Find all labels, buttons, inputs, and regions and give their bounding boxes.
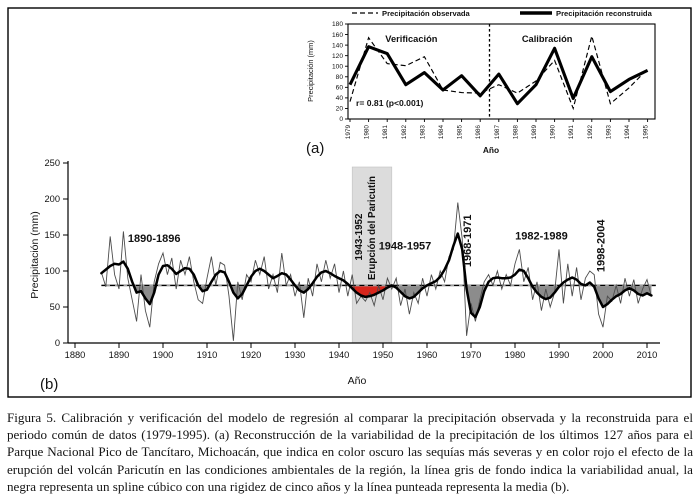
panel-b-x-tick-label: 1960 [417, 350, 438, 360]
drought-period-label: 1998-2004 [595, 219, 607, 272]
panel-b-y-tick-label: 50 [50, 302, 60, 312]
panel-a-x-axis: 1979 1980 1981 1982 1983 1984 1985 1986 1987 1988… [345, 119, 650, 139]
panel-a-y-tick-label: 140 [332, 42, 343, 49]
figure-svg: Precipitación observada Precipitación re… [7, 7, 692, 398]
panel-a-x-tick-label: 1983 [419, 125, 426, 140]
panel-b-x-tick-label: 1990 [549, 350, 570, 360]
panel-b-x-tick-label: 2000 [593, 350, 614, 360]
drought-period-label: 1968-1971 [462, 214, 474, 267]
panel-a-x-tick-label: 1991 [568, 125, 575, 140]
panel-b-y-axis-title: Precipitación (mm) [29, 211, 41, 299]
observed-precipitation-line [349, 33, 649, 111]
panel-a-y-axis-title: Precipitación (mm) [306, 40, 315, 102]
panel-b-x-tick-label: 1920 [241, 350, 262, 360]
panel-a-y-tick-label: 160 [332, 32, 343, 39]
drought-annotations: 1890-1896 1948-1957 1968-1971 1982-1989 1998… [128, 214, 607, 272]
panel-b-x-tick-label: 1910 [197, 350, 218, 360]
panel-b-x-tick-label: 2010 [637, 350, 658, 360]
panel-b-y-tick-label: 250 [44, 158, 60, 168]
drought-fills [133, 285, 652, 318]
panel-b: 0 50 100 150 200 250 1880 1890 1900 1910 1920 1930… [29, 158, 660, 393]
panel-a-y-tick-label: 180 [332, 21, 343, 28]
figure-panel: Precipitación observada Precipitación re… [7, 7, 692, 398]
panel-b-y-tick-label: 100 [44, 266, 60, 276]
panel-a-x-tick-label: 1990 [550, 125, 557, 140]
panel-b-letter: (b) [40, 376, 58, 393]
calibration-section-label: Calibración [522, 34, 573, 44]
panel-a-y-tick-label: 60 [336, 85, 344, 92]
panel-a-x-tick-label: 1985 [457, 125, 464, 140]
panel-a-x-tick-label: 1988 [512, 125, 519, 140]
figure-caption: Figura 5. Calibración y verificación del… [7, 410, 693, 494]
panel-b-x-tick-label: 1940 [329, 350, 350, 360]
reconstructed-precipitation-line [348, 45, 649, 106]
panel-b-series [100, 202, 653, 341]
panel-b-x-axis-title: Año [348, 375, 367, 387]
panel-b-x-tick-label: 1970 [461, 350, 482, 360]
panel-a-x-tick-label: 1984 [438, 125, 445, 140]
panel-a-y-tick-label: 120 [332, 53, 343, 60]
legend-reconstructed-label: Precipitación reconstruida [556, 9, 653, 18]
panel-a-x-tick-label: 1981 [382, 125, 389, 140]
annual-variability-line [100, 202, 652, 341]
panel-b-y-tick-label: 150 [44, 230, 60, 240]
eruption-band [351, 166, 393, 344]
panel-a-x-tick-label: 1992 [587, 125, 594, 140]
panel-a-x-tick-label: 1994 [624, 125, 631, 140]
panel-b-x-tick-label: 1890 [109, 350, 130, 360]
cubic-spline-line [100, 232, 653, 319]
figure-border [7, 7, 692, 398]
panel-a-x-axis-title: Año [483, 145, 499, 155]
panel-b-x-tick-label: 1880 [65, 350, 86, 360]
panel-a-x-tick-label: 1986 [475, 125, 482, 140]
panel-b-x-axis: 1880 1890 1900 1910 1920 1930 1940 1950 1960 1970… [65, 342, 660, 360]
drought-period-label: 1890-1896 [128, 233, 181, 245]
panel-b-x-tick-label: 1980 [505, 350, 526, 360]
panel-a-plot-frame [347, 23, 656, 120]
verification-section-label: Verificación [385, 34, 438, 44]
eruption-band-rect [351, 166, 393, 344]
severe-drought-fill [133, 285, 652, 318]
panel-a-letter: (a) [306, 140, 324, 157]
legend-observed-label: Precipitación observada [382, 9, 471, 18]
panel-a-x-tick-label: 1995 [643, 125, 650, 140]
panel-b-x-tick-label: 1900 [153, 350, 174, 360]
panel-a-y-tick-label: 100 [332, 63, 343, 70]
panel-a-y-tick-label: 80 [336, 74, 344, 81]
panel-a-x-tick-label: 1982 [401, 125, 408, 140]
drought-period-label: 1948-1957 [379, 240, 432, 252]
correlation-stat-label: r= 0.81 (p<0.001) [356, 98, 423, 108]
panel-a-x-tick-label: 1980 [364, 125, 371, 140]
panel-b-y-axis: 0 50 100 150 200 250 [44, 158, 69, 348]
panel-b-y-tick-label: 0 [55, 338, 60, 348]
panel-b-y-tick-label: 200 [44, 194, 60, 204]
panel-a-legend: Precipitación observada Precipitación re… [352, 9, 653, 18]
panel-a-y-tick-label: 0 [339, 116, 343, 123]
eruption-band-name-label: Erupción del Paricutín [367, 176, 378, 280]
panel-a-series [348, 24, 649, 119]
panel-b-x-tick-label: 1950 [373, 350, 394, 360]
panel-b-x-tick-label: 1930 [285, 350, 306, 360]
eruption-drought-fill [352, 285, 392, 297]
drought-period-label: 1982-1989 [515, 230, 568, 242]
panel-a-y-axis: 0 20 40 60 80 100 120 140 160 180 [332, 21, 348, 123]
panel-a-x-tick-label: 1993 [605, 125, 612, 140]
eruption-band-years-label: 1943-1952 [354, 213, 365, 260]
panel-a-x-tick-label: 1987 [494, 125, 501, 140]
panel-a-x-tick-label: 1989 [531, 125, 538, 140]
panel-a-x-tick-label: 1979 [345, 125, 352, 140]
panel-a: Precipitación observada Precipitación re… [306, 9, 656, 157]
panel-a-y-tick-label: 40 [336, 95, 344, 102]
panel-a-y-tick-label: 20 [336, 106, 344, 113]
